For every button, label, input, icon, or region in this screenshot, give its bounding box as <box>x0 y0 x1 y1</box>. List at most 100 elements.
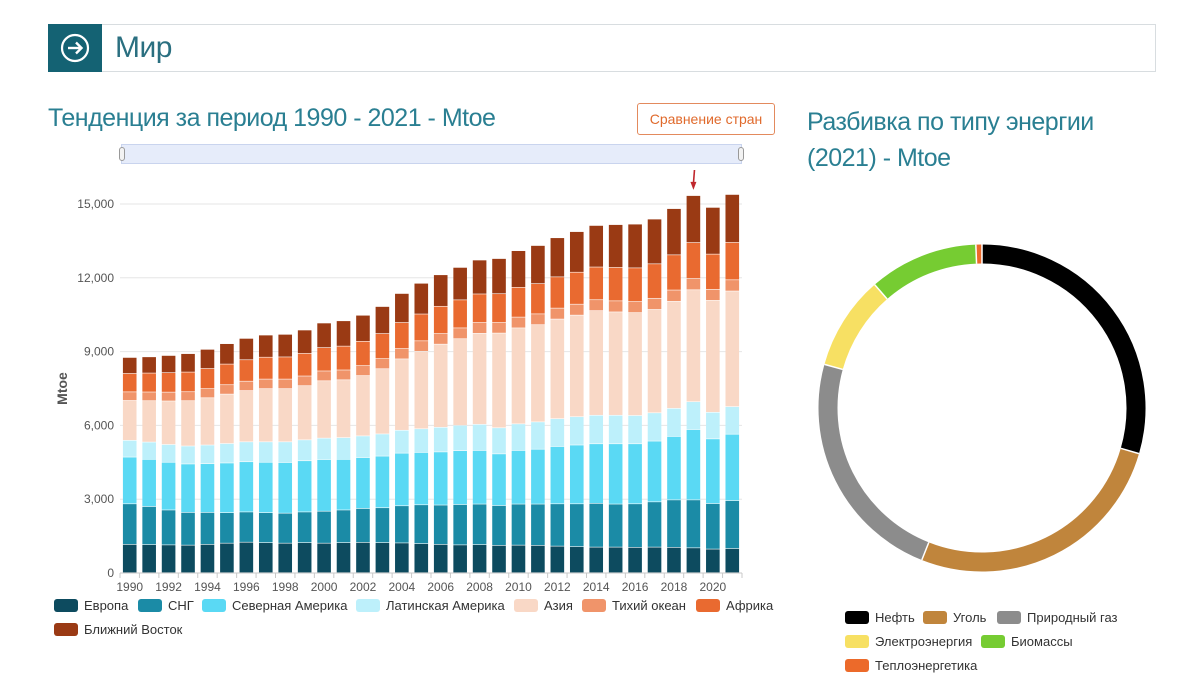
bar-segment[interactable] <box>375 434 390 456</box>
bar-segment[interactable] <box>142 544 156 573</box>
bar-segment[interactable] <box>531 283 545 314</box>
bar-segment[interactable] <box>550 546 565 573</box>
bar-segment[interactable] <box>628 224 642 268</box>
bar-segment[interactable] <box>142 373 156 392</box>
bar-segment[interactable] <box>647 413 662 441</box>
bar-segment[interactable] <box>142 357 156 373</box>
bar-segment[interactable] <box>317 347 331 371</box>
bar-segment[interactable] <box>200 398 215 445</box>
bar-segment[interactable] <box>414 543 429 573</box>
bar-segment[interactable] <box>453 545 467 573</box>
bar-segment[interactable] <box>258 512 273 543</box>
bar-segment[interactable] <box>142 506 156 545</box>
bar-segment[interactable] <box>628 444 642 504</box>
bar-segment[interactable] <box>531 449 545 504</box>
bar-segment[interactable] <box>395 293 409 323</box>
bar-segment[interactable] <box>706 300 720 413</box>
bar-segment[interactable] <box>589 311 604 415</box>
bar-segment[interactable] <box>628 547 642 573</box>
bar-segment[interactable] <box>258 388 273 442</box>
bar-segment[interactable] <box>297 461 312 512</box>
bar-segment[interactable] <box>297 376 312 386</box>
bar-segment[interactable] <box>511 317 526 328</box>
bar-segment[interactable] <box>569 504 584 547</box>
bar-segment[interactable] <box>550 308 565 319</box>
bar-segment[interactable] <box>608 301 623 312</box>
bar-segment[interactable] <box>589 503 604 547</box>
bar-segment[interactable] <box>511 504 526 545</box>
bar-segment[interactable] <box>181 512 195 545</box>
bar-segment[interactable] <box>220 343 234 364</box>
bar-segment[interactable] <box>608 224 623 268</box>
bar-segment[interactable] <box>375 508 390 543</box>
bar-segment[interactable] <box>220 512 234 543</box>
bar-segment[interactable] <box>433 505 448 545</box>
bar-segment[interactable] <box>317 511 331 543</box>
bar-segment[interactable] <box>667 208 681 255</box>
bar-segment[interactable] <box>200 445 215 464</box>
bar-segment[interactable] <box>725 548 740 573</box>
bar-segment[interactable] <box>453 339 467 426</box>
bar-segment[interactable] <box>589 267 604 300</box>
donut-slice[interactable] <box>921 448 1140 572</box>
bar-segment[interactable] <box>181 446 195 464</box>
bar-segment[interactable] <box>356 315 370 342</box>
bar-segment[interactable] <box>492 454 506 506</box>
bar-segment[interactable] <box>706 439 720 504</box>
bar-segment[interactable] <box>686 548 701 573</box>
bar-segment[interactable] <box>317 323 331 348</box>
bar-segment[interactable] <box>258 542 273 573</box>
bar-segment[interactable] <box>200 464 215 513</box>
bar-segment[interactable] <box>569 445 584 504</box>
bar-segment[interactable] <box>297 386 312 440</box>
bar-segment[interactable] <box>433 452 448 505</box>
bar-segment[interactable] <box>122 400 137 441</box>
bar-segment[interactable] <box>258 379 273 389</box>
bar-segment[interactable] <box>569 304 584 315</box>
bar-segment[interactable] <box>161 444 176 462</box>
bar-segment[interactable] <box>122 440 137 457</box>
legend-item[interactable]: СНГ <box>138 598 194 613</box>
bar-segment[interactable] <box>492 545 506 573</box>
range-handle-left[interactable] <box>119 147 125 161</box>
legend-item[interactable]: Латинская Америка <box>356 598 505 613</box>
bar-segment[interactable] <box>433 306 448 334</box>
bar-segment[interactable] <box>608 312 623 415</box>
bar-segment[interactable] <box>492 505 506 546</box>
bar-segment[interactable] <box>336 370 351 380</box>
bar-segment[interactable] <box>297 353 312 376</box>
bar-segment[interactable] <box>200 544 215 573</box>
bar-segment[interactable] <box>647 547 662 573</box>
bar-segment[interactable] <box>667 301 681 409</box>
bar-segment[interactable] <box>706 254 720 290</box>
bar-segment[interactable] <box>336 346 351 370</box>
bar-segment[interactable] <box>414 283 429 314</box>
bar-segment[interactable] <box>589 225 604 267</box>
bar-segment[interactable] <box>356 436 370 458</box>
bar-segment[interactable] <box>336 542 351 573</box>
bar-segment[interactable] <box>433 344 448 428</box>
bar-segment[interactable] <box>317 371 331 381</box>
bar-segment[interactable] <box>200 512 215 545</box>
bar-segment[interactable] <box>725 242 740 280</box>
bar-segment[interactable] <box>375 369 390 434</box>
bar-segment[interactable] <box>220 394 234 444</box>
bar-segment[interactable] <box>686 242 701 279</box>
bar-segment[interactable] <box>317 543 331 573</box>
bar-segment[interactable] <box>511 545 526 573</box>
bar-segment[interactable] <box>569 417 584 445</box>
bar-segment[interactable] <box>220 543 234 573</box>
bar-segment[interactable] <box>122 357 137 374</box>
bar-segment[interactable] <box>395 430 409 453</box>
bar-segment[interactable] <box>531 545 545 573</box>
bar-segment[interactable] <box>122 544 137 573</box>
legend-item[interactable]: Азия <box>514 598 573 613</box>
bar-segment[interactable] <box>550 238 565 277</box>
bar-segment[interactable] <box>531 504 545 546</box>
navigate-button[interactable] <box>48 24 102 72</box>
bar-segment[interactable] <box>531 422 545 449</box>
bar-segment[interactable] <box>278 543 293 573</box>
bar-segment[interactable] <box>220 443 234 463</box>
bar-segment[interactable] <box>161 392 176 401</box>
legend-item[interactable]: Тихий океан <box>582 598 686 613</box>
